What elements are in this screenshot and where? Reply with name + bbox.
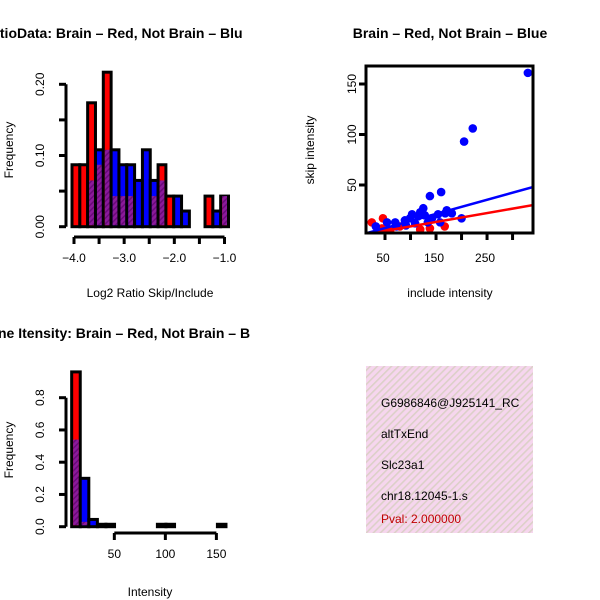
y-tick-label: 0.20 xyxy=(33,72,47,96)
y-tick-label: 0.10 xyxy=(33,143,47,167)
x-tick-label: 50 xyxy=(108,547,122,561)
y-tick-label: 100 xyxy=(345,124,359,144)
x-tick-label: 100 xyxy=(155,547,175,561)
x-tick-label: −4.0 xyxy=(62,251,86,265)
histogram-bar xyxy=(215,522,228,529)
y-tick-label: 0.6 xyxy=(33,421,47,438)
chart-title: RatioData: Brain – Red, Not Brain – Blu xyxy=(0,25,243,41)
y-tick-label: 0.8 xyxy=(33,389,47,406)
histogram-bar xyxy=(180,209,191,229)
x-tick-label: 50 xyxy=(376,251,390,265)
overlap-bar xyxy=(120,196,126,226)
histogram-bar xyxy=(104,522,117,529)
overlap-bar xyxy=(128,196,134,226)
info-background xyxy=(366,366,533,533)
chart-title: ne Itensity: Brain – Red, Not Brain – B xyxy=(0,325,250,341)
event-id: G6986846@J925141_RC xyxy=(381,396,520,410)
x-axis-label: include intensity xyxy=(407,286,492,300)
y-axis-label: Frequency xyxy=(2,122,16,179)
pval: Pval: 2.000000 xyxy=(381,512,461,526)
gene-name: Slc23a1 xyxy=(381,458,425,472)
plot-area xyxy=(367,68,532,232)
not-brain-point xyxy=(523,68,532,78)
y-tick-label: 0.2 xyxy=(33,486,47,503)
y-axis-label: Frequency xyxy=(2,422,16,479)
x-tick-label: 150 xyxy=(424,251,444,265)
not-brain-point xyxy=(407,209,417,219)
x-tick-label: 150 xyxy=(206,547,226,561)
not-brain-point xyxy=(436,187,446,197)
x-axis-label: Intensity xyxy=(128,585,173,599)
overlap-bar xyxy=(89,180,94,226)
overlap-bar xyxy=(81,521,88,526)
plot-frame xyxy=(364,64,535,235)
y-tick-label: 50 xyxy=(345,178,359,192)
y-tick-label: 0.00 xyxy=(33,215,47,239)
y-axis-label: skip intensity xyxy=(303,116,317,185)
brain-point xyxy=(415,225,425,232)
x-tick-label: −3.0 xyxy=(112,251,136,265)
not-brain-point xyxy=(468,124,478,133)
overlap-bar xyxy=(159,180,165,226)
x-axis-label: Log2 Ratio Skip/Include xyxy=(87,286,214,300)
x-tick-label: −2.0 xyxy=(162,251,186,265)
y-tick-label: 150 xyxy=(345,74,359,94)
overlap-bar xyxy=(151,196,157,226)
not-brain-point xyxy=(459,137,469,146)
overlap-bar xyxy=(73,439,79,526)
not-brain-fit-line xyxy=(367,185,532,232)
histogram-bar xyxy=(78,476,91,529)
x-tick-label: −1.0 xyxy=(213,251,237,265)
not-brain-point xyxy=(415,207,425,217)
brain-fit-line xyxy=(371,203,532,232)
y-tick-label: 0.0 xyxy=(33,518,47,535)
x-tick-label: 250 xyxy=(475,251,495,265)
intensity-scatter: Brain – Red, Not Brain – Blue 50 150 250 50… xyxy=(303,25,547,300)
not-brain-point xyxy=(425,191,435,201)
not-brain-point xyxy=(371,222,381,231)
intensity-histogram: ne Itensity: Brain – Red, Not Brain – B … xyxy=(0,325,250,599)
event-type: altTxEnd xyxy=(381,427,428,441)
chart-title: Brain – Red, Not Brain – Blue xyxy=(353,25,548,41)
overlap-bar xyxy=(112,196,118,226)
ratio-histogram: RatioData: Brain – Red, Not Brain – Blu … xyxy=(0,25,243,300)
locus: chr18.12045-1.s xyxy=(381,489,468,503)
info-panel: G6986846@J925141_RC altTxEnd Slc23a1 chr… xyxy=(366,366,533,533)
overlap-bar xyxy=(96,164,102,226)
y-tick-label: 0.4 xyxy=(33,454,47,471)
overlap-bar xyxy=(222,196,227,226)
not-brain-point xyxy=(382,218,392,227)
histogram-bar xyxy=(164,522,177,529)
overlap-bar xyxy=(104,149,110,226)
